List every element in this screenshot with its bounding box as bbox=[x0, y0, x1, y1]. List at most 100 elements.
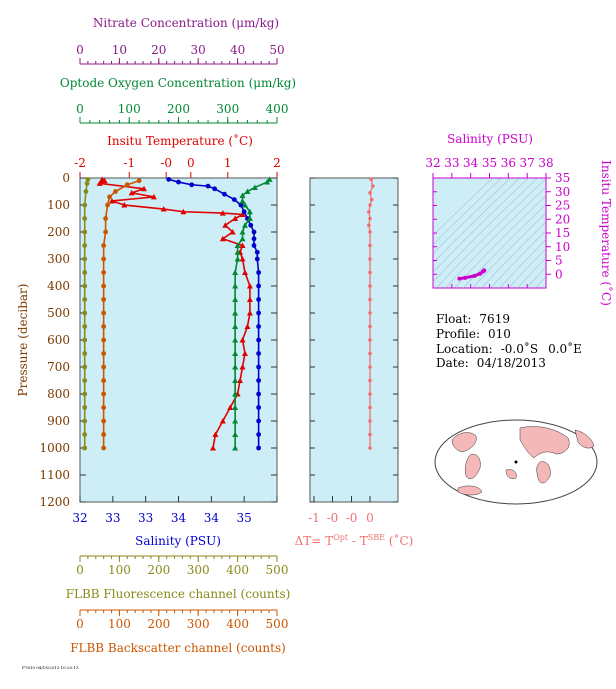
ts-y-tick-label: 15 bbox=[555, 226, 570, 240]
ts-point bbox=[478, 271, 483, 276]
dt-point bbox=[368, 191, 372, 195]
ts-point bbox=[463, 275, 468, 280]
ax-backscatter-tick-label: 300 bbox=[187, 617, 210, 631]
pressure-axis-tick-label: 200 bbox=[47, 225, 70, 239]
temperature-point bbox=[219, 235, 226, 242]
ts-salinity-title: Salinity (PSU) bbox=[447, 132, 533, 146]
dt-point bbox=[368, 392, 372, 396]
oxygen-point bbox=[264, 179, 271, 185]
ts-contour bbox=[526, 266, 546, 288]
ts-contour bbox=[499, 239, 546, 288]
fluorescence-point bbox=[82, 297, 88, 302]
ts-point bbox=[472, 273, 477, 278]
dt-point bbox=[368, 405, 372, 410]
temperature-point bbox=[239, 364, 246, 370]
ax-backscatter-tick-label: 400 bbox=[226, 617, 249, 631]
backscatter-point bbox=[101, 432, 107, 437]
delta-t-title-sup2: SBE bbox=[368, 533, 385, 542]
salinity-axis-tick-label: 33 bbox=[105, 511, 120, 525]
salinity-point bbox=[166, 176, 172, 182]
temperature-point bbox=[239, 211, 246, 217]
pressure-axis-tick-label: 0 bbox=[62, 171, 70, 185]
temperature-point bbox=[219, 210, 226, 216]
ax-backscatter-tick-label: 500 bbox=[266, 617, 289, 631]
temperature-point bbox=[241, 269, 248, 275]
profile-label: Profile: bbox=[436, 327, 480, 341]
profile-value: 010 bbox=[488, 327, 511, 341]
ts-contour bbox=[508, 248, 546, 288]
pressure-axis-tick-label: 500 bbox=[47, 306, 70, 320]
profile-panel bbox=[79, 177, 278, 503]
temperature-point bbox=[246, 296, 253, 302]
fluorescence-point bbox=[82, 445, 88, 451]
backscatter-point bbox=[103, 216, 109, 221]
oxygen-point bbox=[241, 202, 248, 208]
dt-point bbox=[368, 351, 372, 356]
fluorescence-point bbox=[82, 256, 88, 262]
date-label: Date: bbox=[436, 356, 469, 370]
ts-contour bbox=[433, 178, 529, 273]
oxygen-point bbox=[232, 323, 239, 329]
oxygen-point bbox=[266, 176, 273, 182]
ax-fluorescence-tick-label: 400 bbox=[226, 563, 249, 577]
ax-oxygen-tick-label: 0 bbox=[76, 102, 84, 116]
dt-point bbox=[368, 365, 372, 369]
delta-t-title-main: ΔT= T bbox=[295, 534, 334, 548]
dt-point bbox=[368, 297, 372, 302]
svg-text:Date:04/18/2013: Date: 04/18/2013 bbox=[436, 356, 546, 370]
salinity-axis-tick-label: 34 bbox=[171, 511, 187, 525]
temperature-point bbox=[141, 185, 148, 192]
temperature-point bbox=[237, 377, 244, 383]
temperature-point bbox=[232, 215, 239, 221]
backscatter-point bbox=[105, 202, 110, 208]
delta-t-title-tail: (˚C) bbox=[385, 533, 413, 548]
ts-point bbox=[457, 276, 462, 281]
oxygen-point bbox=[232, 269, 239, 275]
salinity-point bbox=[189, 182, 195, 188]
ts-y-tick-label: 0 bbox=[555, 267, 563, 281]
location-label: Location: bbox=[436, 342, 493, 356]
fluorescence-axis-title: FLBB Fluorescence channel (counts) bbox=[66, 587, 291, 601]
fluorescence-line bbox=[83, 179, 89, 448]
oxygen-axis: 0 100 200 300 400 bbox=[76, 102, 288, 124]
temperature-point bbox=[96, 180, 103, 186]
ts-contour bbox=[433, 178, 502, 245]
ts-contour bbox=[433, 178, 493, 236]
ts-contour bbox=[433, 178, 520, 264]
oxygen-point bbox=[246, 215, 253, 221]
nitrate-axis-title: Nitrate Concentration (μm/kg) bbox=[93, 16, 279, 30]
temperature-point bbox=[109, 197, 116, 204]
dt-point bbox=[367, 223, 371, 228]
fluorescence-axis: 0 100 200 300 400 500 bbox=[76, 555, 288, 577]
dt-point bbox=[367, 209, 371, 214]
dt-point bbox=[369, 177, 373, 182]
fluorescence-point bbox=[82, 270, 88, 275]
world-map-float-position bbox=[514, 460, 518, 464]
float-label: Float: bbox=[436, 312, 471, 326]
footer-stamp: F7619 04/18/2013 10:20:13 bbox=[22, 665, 79, 670]
dt-point bbox=[368, 230, 372, 234]
backscatter-point bbox=[101, 297, 107, 302]
svg-text:Location:-0.0˚S0.0˚E: Location: -0.0˚S 0.0˚E bbox=[436, 341, 582, 356]
oxygen-point bbox=[232, 445, 239, 451]
ts-y-tick-label: 35 bbox=[555, 171, 570, 185]
backscatter-point bbox=[101, 310, 107, 316]
fluorescence-point bbox=[82, 324, 88, 329]
oxygen-point bbox=[239, 235, 246, 242]
temperature-point bbox=[150, 193, 157, 200]
oxygen-point bbox=[239, 229, 246, 235]
ts-y-tick-label: 5 bbox=[555, 254, 563, 268]
ax-fluorescence-tick-label: 100 bbox=[108, 563, 131, 577]
ts-contour bbox=[454, 195, 546, 288]
fluorescence-point bbox=[83, 189, 89, 194]
dt-point bbox=[368, 432, 372, 437]
delta-t-axis-tick-label: -1 bbox=[308, 511, 320, 525]
temperature-point bbox=[244, 323, 251, 329]
oxygen-point bbox=[234, 249, 241, 255]
ax-backscatter-tick-label: 100 bbox=[108, 617, 131, 631]
svg-text:Float:7619: Float: 7619 bbox=[436, 312, 510, 326]
fluorescence-point bbox=[82, 283, 88, 289]
temperature-axis-title: Insitu Temperature (˚C) bbox=[107, 133, 253, 148]
fluorescence-point bbox=[82, 216, 88, 221]
ax-nitrate-tick-label: 0 bbox=[76, 43, 84, 57]
